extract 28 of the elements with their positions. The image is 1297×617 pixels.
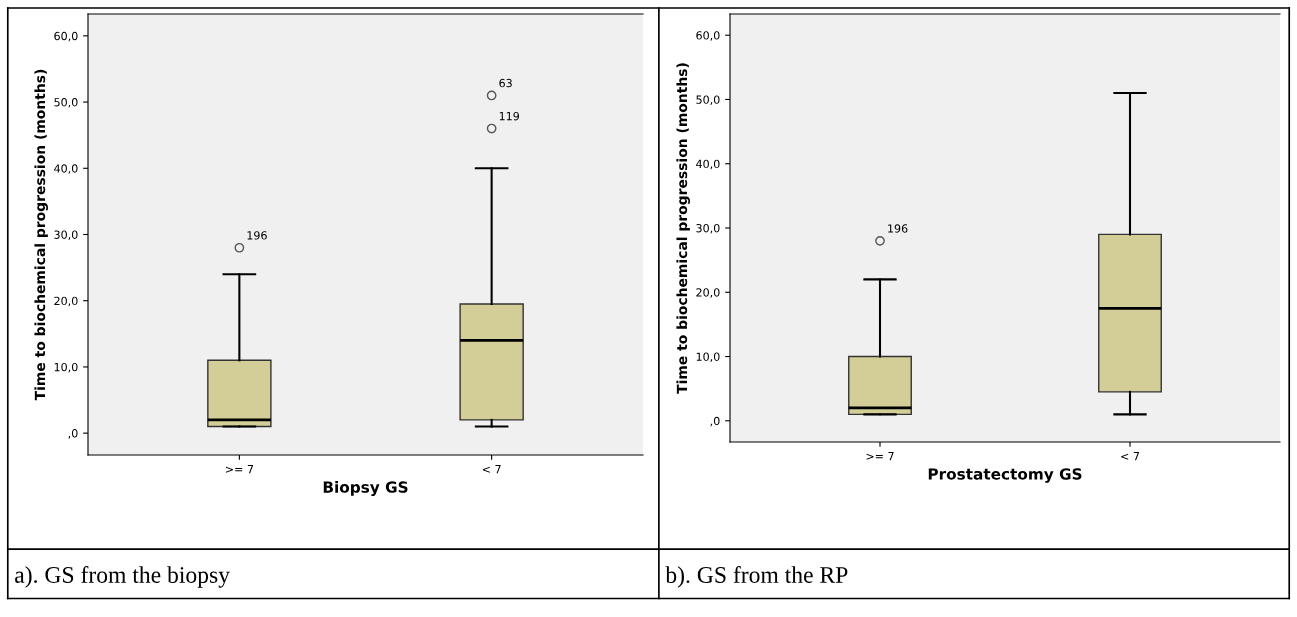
y-tick-label: ,0 xyxy=(710,416,720,427)
y-tick-label: 20,0 xyxy=(54,296,78,307)
y-tick-label: 50,0 xyxy=(54,98,78,108)
text: a). GS from the biopsy xyxy=(15,566,230,588)
x-tick-label: >= 7 xyxy=(866,452,894,461)
text: b). GS from the RP xyxy=(665,566,848,588)
x-axis-title: Prostatectomy GS xyxy=(928,468,1082,483)
y-tick-label: 30,0 xyxy=(696,223,720,234)
x-tick-label: < 7 xyxy=(1121,452,1140,461)
y-tick-label: 20,0 xyxy=(696,288,720,298)
annotation: 196 xyxy=(247,231,267,240)
y-tick-label: 60,0 xyxy=(54,31,78,42)
y-tick-label: 50,0 xyxy=(696,95,720,105)
y-tick-label: ,0 xyxy=(68,429,78,439)
y-tick-label: 10,0 xyxy=(696,352,720,363)
y-tick-label: 30,0 xyxy=(54,230,78,241)
x-tick-label: >= 7 xyxy=(225,465,254,474)
y-tick-label: 40,0 xyxy=(696,159,720,170)
y-tick-label: 40,0 xyxy=(54,164,78,174)
annotation: 196 xyxy=(888,224,908,233)
y-axis-title: Time to biochemical progression (months) xyxy=(676,63,690,394)
y-tick-label: 60,0 xyxy=(696,31,720,41)
y-tick-label: 10,0 xyxy=(54,362,78,373)
x-axis-title: Biopsy GS xyxy=(323,481,408,496)
x-tick-label: < 7 xyxy=(482,465,501,474)
annotation: 63 xyxy=(499,78,512,88)
y-axis-title: Time to biochemical progression (months) xyxy=(34,69,48,401)
annotation: 119 xyxy=(499,111,520,121)
